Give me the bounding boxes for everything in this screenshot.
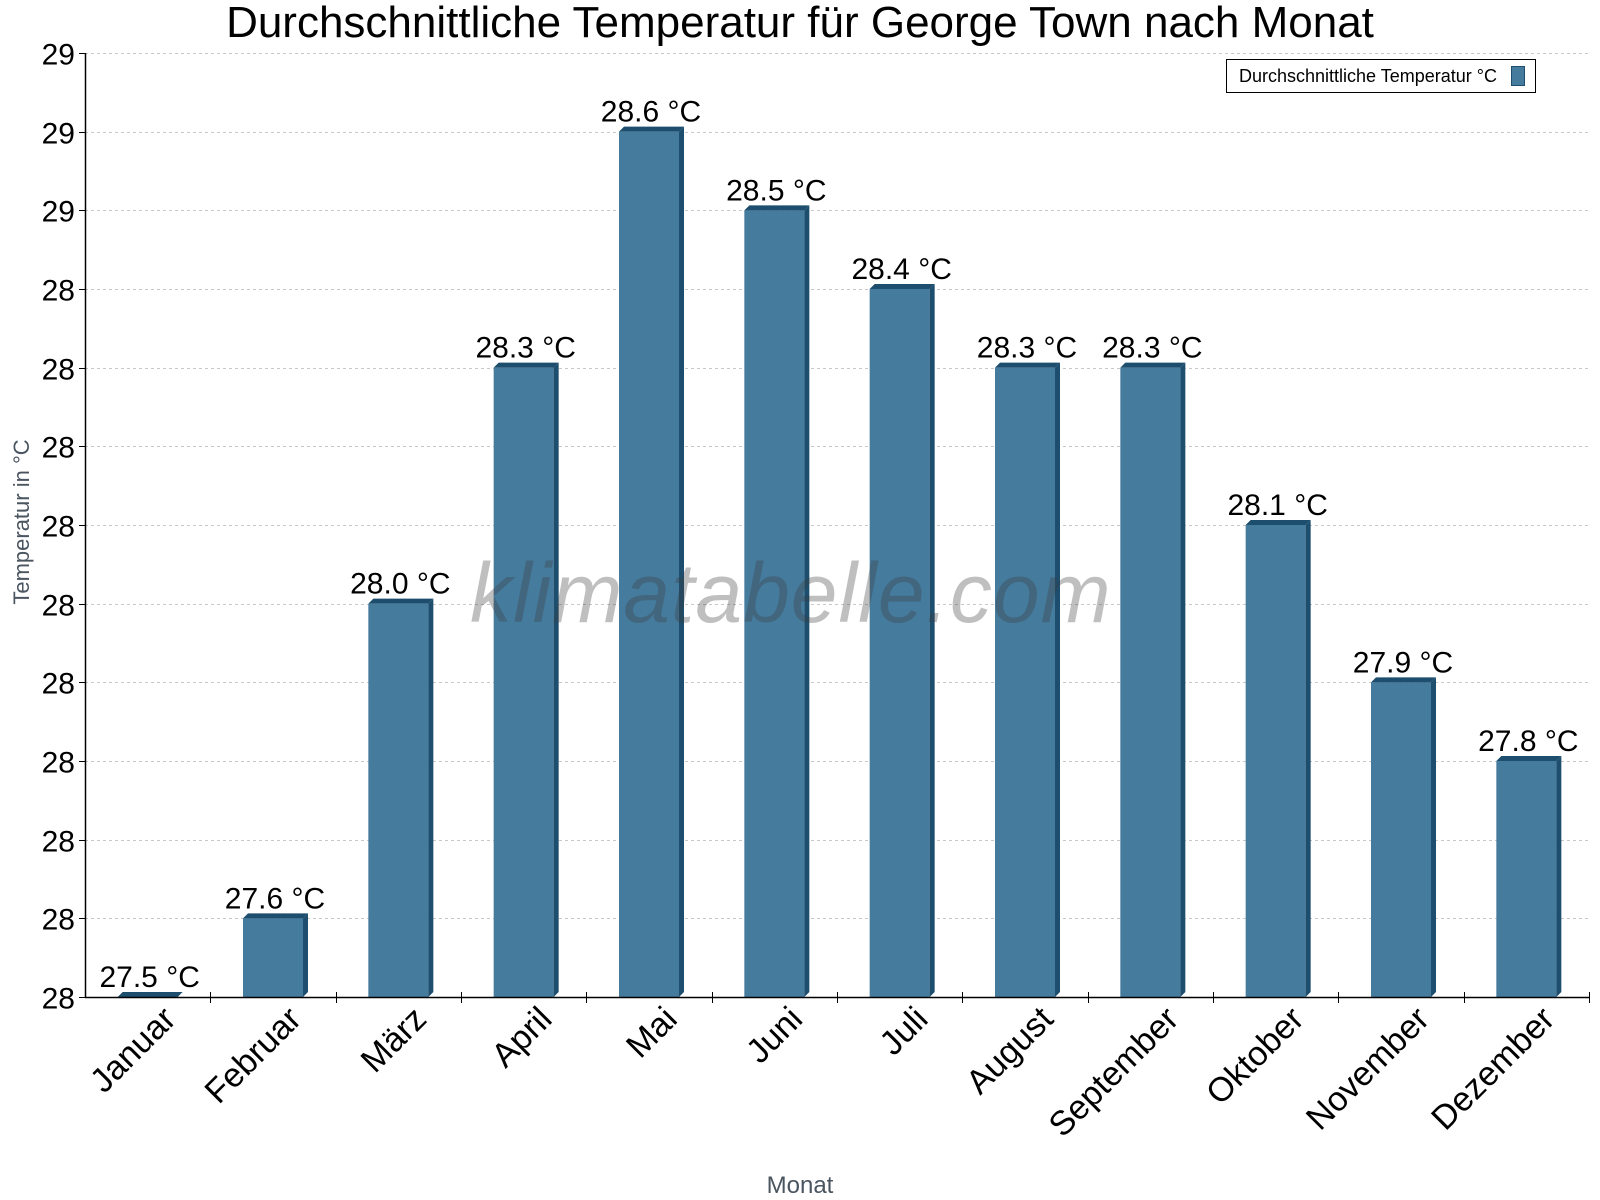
y-axis-ticks: 28 28 28 28 28 28 28 28 28 28 29 29 29 xyxy=(42,39,85,1016)
bar-april xyxy=(493,362,559,998)
value-label: 28.3 °C xyxy=(1102,332,1202,365)
y-tick-label: 28 xyxy=(42,668,75,701)
y-tick-label: 28 xyxy=(42,432,75,465)
watermark: klimatabelle.com xyxy=(470,546,1112,640)
y-tick-label: 28 xyxy=(42,590,75,623)
bar-september xyxy=(1120,362,1186,998)
y-tick-label: 28 xyxy=(42,826,75,859)
value-label: 28.4 °C xyxy=(851,253,951,286)
x-tick-label: August xyxy=(959,999,1061,1101)
y-tick-label: 28 xyxy=(42,354,75,387)
y-tick-label: 29 xyxy=(42,196,75,229)
value-labels: 27.5 °C 27.6 °C 28.0 °C 28.3 °C 28.6 °C 28.5 … xyxy=(99,96,1578,994)
y-tick-label: 28 xyxy=(42,983,75,1016)
bar-juni xyxy=(744,205,810,998)
value-label: 27.9 °C xyxy=(1353,646,1453,679)
x-tick-label: November xyxy=(1299,1000,1437,1138)
x-tick-label: März xyxy=(354,1000,434,1080)
x-tick-label: Juni xyxy=(739,1000,810,1071)
value-label: 27.8 °C xyxy=(1478,725,1578,758)
y-axis-title: Temperatur in °C xyxy=(9,439,34,605)
x-tick-label: Februar xyxy=(198,1000,309,1111)
value-label: 28.1 °C xyxy=(1227,489,1327,522)
y-tick-label: 28 xyxy=(42,511,75,544)
legend: Durchschnittliche Temperatur °C xyxy=(1226,59,1536,93)
value-label: 28.6 °C xyxy=(601,96,701,129)
bar-juli xyxy=(869,284,935,997)
bars xyxy=(117,126,1562,998)
value-label: 28.3 °C xyxy=(475,332,575,365)
x-tick-label: Oktober xyxy=(1199,1000,1311,1112)
x-tick-label: Mai xyxy=(619,1000,685,1066)
x-axis-ticks: Januar Februar März April Mai Juni Juli AugustS… xyxy=(83,992,1590,1144)
gridlines xyxy=(85,53,1589,919)
x-axis-title: Monat xyxy=(766,1172,834,1199)
bar-november xyxy=(1371,677,1436,997)
value-label: 28.5 °C xyxy=(726,174,826,207)
x-tick-label: Januar xyxy=(83,1000,183,1100)
bar-januar xyxy=(117,992,183,997)
bar-august xyxy=(995,362,1060,998)
x-tick-label: September xyxy=(1042,1000,1186,1144)
bar-märz xyxy=(368,598,434,997)
y-tick-label: 28 xyxy=(42,904,75,937)
legend-label: Durchschnittliche Temperatur °C xyxy=(1239,65,1497,86)
x-tick-label: Juli xyxy=(872,1000,935,1063)
bar-februar xyxy=(243,913,308,997)
bar-mai xyxy=(619,126,684,997)
value-label: 27.5 °C xyxy=(99,961,199,994)
y-tick-label: 28 xyxy=(42,275,75,308)
x-tick-label: April xyxy=(484,1000,559,1075)
value-label: 27.6 °C xyxy=(225,882,325,915)
value-label: 28.3 °C xyxy=(977,332,1077,365)
y-tick-label: 28 xyxy=(42,747,75,780)
value-label: 28.0 °C xyxy=(350,568,450,601)
y-tick-label: 29 xyxy=(42,39,75,72)
bar-oktober xyxy=(1245,520,1311,997)
bar-dezember xyxy=(1496,756,1562,997)
chart-title: Durchschnittliche Temperatur für George … xyxy=(226,0,1374,47)
legend-swatch-icon xyxy=(1510,66,1525,86)
y-tick-label: 29 xyxy=(42,118,75,151)
x-tick-label: Dezember xyxy=(1424,1000,1562,1138)
